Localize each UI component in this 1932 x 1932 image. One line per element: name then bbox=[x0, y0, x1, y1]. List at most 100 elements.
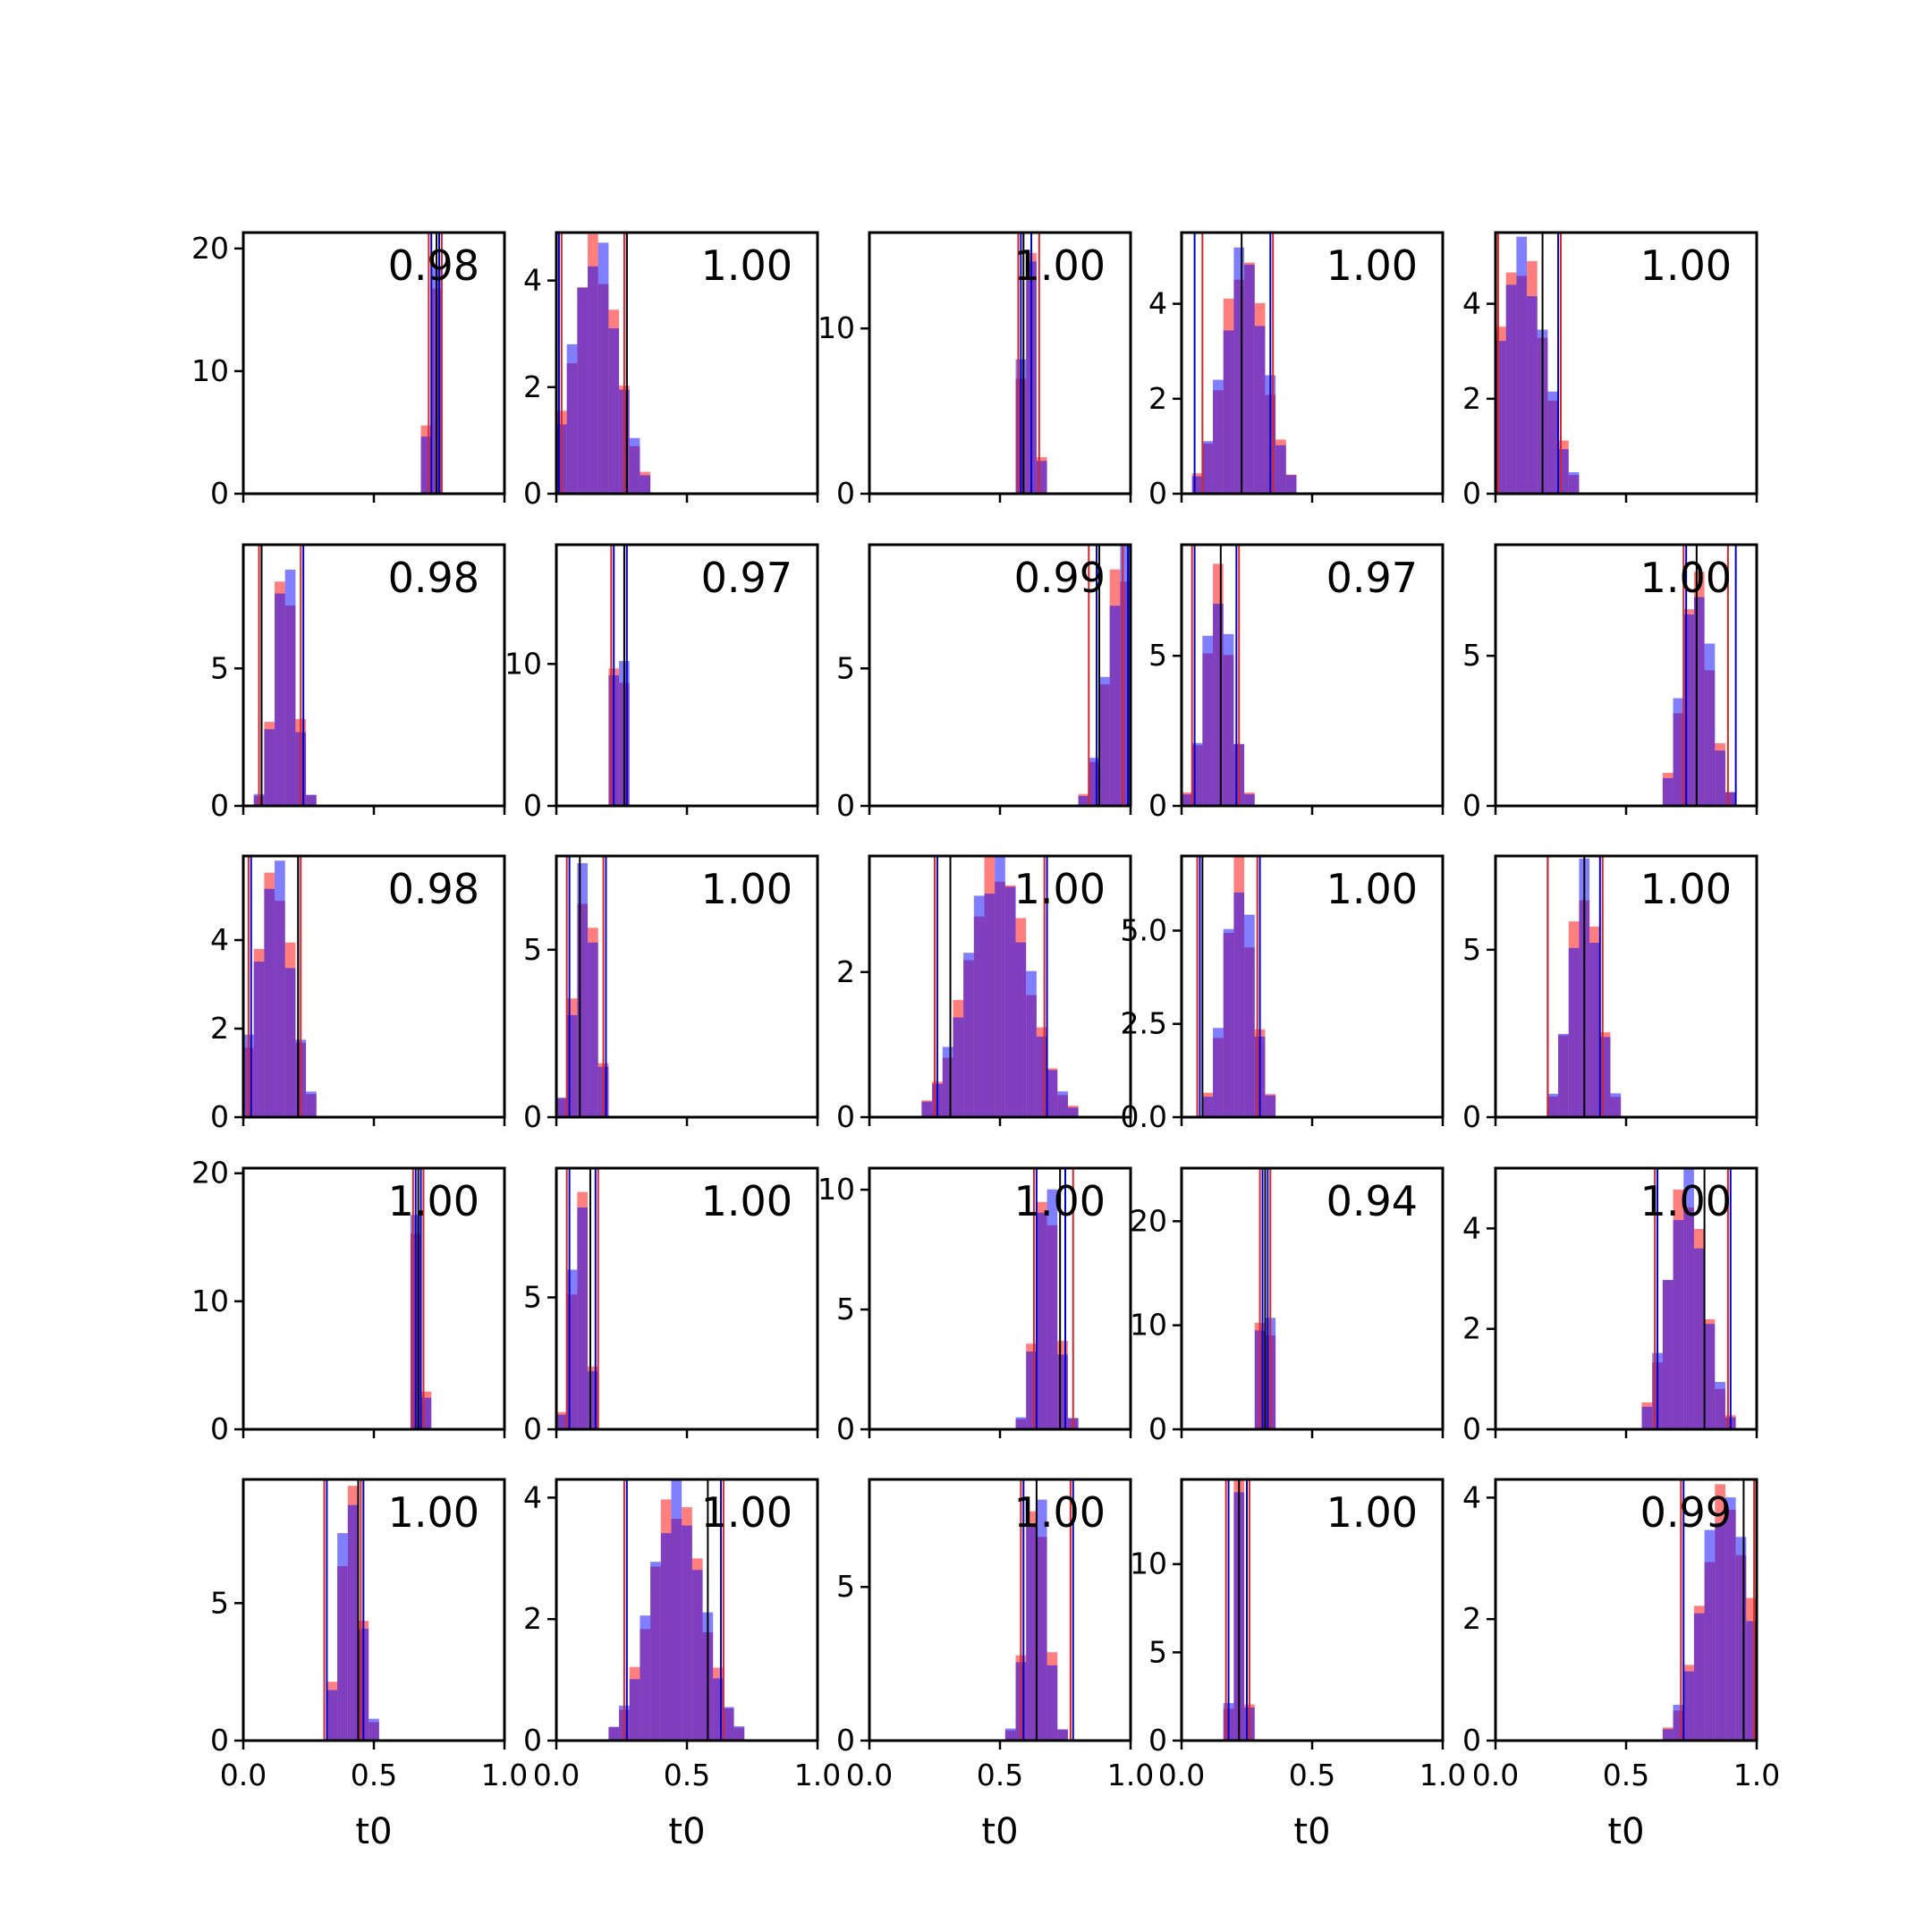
blue-hist-bar bbox=[1223, 330, 1234, 494]
blue-hist-bar bbox=[1693, 1248, 1705, 1429]
x-tick-label: 0.0 bbox=[533, 1758, 580, 1792]
blue-hist-bar bbox=[1233, 892, 1245, 1117]
blue-hist-bar bbox=[1662, 777, 1674, 806]
x-tick-label: 1.0 bbox=[1107, 1758, 1154, 1792]
x-axis-label: t0 bbox=[355, 1811, 392, 1852]
x-tick-label: 1.0 bbox=[1419, 1758, 1466, 1792]
y-tick-label: 5 bbox=[836, 650, 855, 685]
y-tick-label: 0 bbox=[210, 1411, 229, 1446]
blue-hist-bar bbox=[1057, 1091, 1068, 1117]
y-tick-label: 2 bbox=[523, 369, 542, 404]
blue-hist-bar bbox=[1275, 445, 1286, 494]
blue-hist-bar bbox=[1673, 1705, 1684, 1741]
blue-hist-bar bbox=[733, 1725, 745, 1741]
panel-value-label: 1.00 bbox=[1640, 865, 1732, 913]
blue-hist-bar bbox=[1704, 1530, 1716, 1741]
panel-value-label: 1.00 bbox=[701, 242, 792, 290]
panel-2-3: 050.99 bbox=[836, 543, 1132, 823]
blue-hist-bar bbox=[1233, 247, 1245, 494]
y-tick-label: 5 bbox=[1462, 638, 1481, 673]
blue-hist-bar bbox=[326, 1690, 338, 1741]
panel-value-label: 1.00 bbox=[1014, 1488, 1106, 1537]
blue-hist-bar bbox=[1265, 1095, 1276, 1117]
y-tick-label: 5 bbox=[210, 650, 229, 685]
blue-hist-bar bbox=[660, 1533, 672, 1741]
panel-value-label: 1.00 bbox=[1014, 242, 1106, 290]
blue-hist-bar bbox=[608, 1726, 620, 1741]
blue-hist-bar bbox=[629, 437, 640, 494]
y-tick-label: 10 bbox=[191, 353, 229, 388]
panel-5-1: 0 5 0.0 0.5 1.0 t0 1.00 bbox=[210, 1478, 528, 1852]
blue-hist-bar bbox=[275, 860, 285, 1117]
blue-hist-bar bbox=[337, 1533, 348, 1741]
y-tick-label: 4 bbox=[1462, 1210, 1481, 1245]
blue-hist-bar bbox=[1724, 792, 1736, 806]
blue-hist-bar bbox=[973, 895, 985, 1117]
blue-hist-bar bbox=[588, 1371, 598, 1429]
y-tick-label: 0 bbox=[523, 1723, 542, 1758]
blue-hist-bar bbox=[577, 287, 589, 494]
blue-hist-bar bbox=[1662, 1279, 1674, 1429]
blue-hist-bar bbox=[1715, 750, 1725, 806]
y-tick-label: 5 bbox=[1148, 638, 1167, 673]
blue-hist-bar bbox=[566, 343, 578, 494]
blue-hist-bar bbox=[713, 1678, 724, 1741]
blue-hist-bar bbox=[995, 856, 1005, 1117]
blue-hist-bar bbox=[1089, 758, 1099, 806]
panel-2-5: 051.00 bbox=[1462, 543, 1758, 823]
blue-hist-bar bbox=[1120, 545, 1131, 806]
y-tick-label: 20 bbox=[191, 231, 229, 266]
blue-hist-bar bbox=[264, 729, 275, 806]
blue-hist-bar bbox=[253, 962, 265, 1117]
blue-hist-bar bbox=[1715, 1522, 1725, 1741]
blue-hist-bar bbox=[1599, 1037, 1611, 1117]
panel-value-label: 1.00 bbox=[701, 865, 792, 913]
blue-hist-bar bbox=[1516, 236, 1528, 494]
blue-hist-bar bbox=[1213, 1028, 1224, 1117]
blue-hist-bar bbox=[420, 1397, 432, 1429]
blue-hist-bar bbox=[650, 1562, 661, 1741]
blue-hist-bar bbox=[1015, 1417, 1027, 1429]
blue-hist-bar bbox=[1223, 633, 1234, 806]
blue-hist-bar bbox=[306, 1091, 317, 1117]
blue-hist-bar bbox=[1202, 635, 1214, 806]
y-tick-label: 0 bbox=[1462, 1723, 1481, 1758]
panel-1-3: 0 10 1.00 bbox=[818, 231, 1132, 511]
y-tick-label: 20 bbox=[1130, 1203, 1167, 1238]
blue-hist-bar bbox=[608, 328, 620, 494]
x-tick-label: 0.5 bbox=[977, 1758, 1023, 1792]
panel-4-5: 0 2 4 1.00 bbox=[1462, 1166, 1758, 1446]
panel-4-2: 051.00 bbox=[523, 1166, 819, 1446]
y-tick-label: 5 bbox=[836, 1569, 855, 1604]
x-axis-label: t0 bbox=[668, 1811, 705, 1852]
y-tick-label: 5 bbox=[523, 1280, 542, 1315]
blue-hist-bar bbox=[1693, 597, 1705, 806]
y-tick-label: 0.0 bbox=[1121, 1099, 1167, 1134]
panel-value-label: 1.00 bbox=[388, 1488, 479, 1537]
panel-5-5: 0 2 4 0.0 0.5 1.0 t0 0.99 bbox=[1462, 1478, 1780, 1852]
blue-hist-bar bbox=[275, 593, 285, 806]
y-tick-label: 5 bbox=[836, 1292, 855, 1326]
blue-hist-bar bbox=[1641, 1406, 1653, 1429]
blue-hist-bar bbox=[1704, 1324, 1716, 1429]
y-tick-label: 0 bbox=[210, 1723, 229, 1758]
y-tick-label: 5 bbox=[210, 1585, 229, 1620]
blue-hist-bar bbox=[1026, 1352, 1037, 1429]
blue-hist-bar bbox=[1683, 1671, 1694, 1741]
x-tick-label: 1.0 bbox=[481, 1758, 528, 1792]
y-tick-label: 4 bbox=[523, 263, 542, 298]
blue-hist-bar bbox=[723, 1707, 734, 1741]
y-tick-label: 4 bbox=[1148, 286, 1167, 321]
y-tick-label: 0 bbox=[523, 788, 542, 823]
blue-hist-bar bbox=[1704, 643, 1716, 806]
blue-hist-bar bbox=[1244, 264, 1255, 494]
blue-hist-bar bbox=[284, 569, 296, 806]
x-tick-label: 1.0 bbox=[794, 1758, 841, 1792]
panel-value-label: 0.99 bbox=[1640, 1488, 1732, 1537]
blue-hist-bar bbox=[1036, 1499, 1047, 1741]
blue-hist-bar bbox=[566, 1269, 578, 1429]
panel-4-4: 0 10 20 0.94 bbox=[1130, 1166, 1445, 1446]
panel-value-label: 1.00 bbox=[1640, 554, 1732, 602]
y-tick-label: 0 bbox=[836, 1723, 855, 1758]
blue-hist-bar bbox=[942, 1046, 953, 1117]
